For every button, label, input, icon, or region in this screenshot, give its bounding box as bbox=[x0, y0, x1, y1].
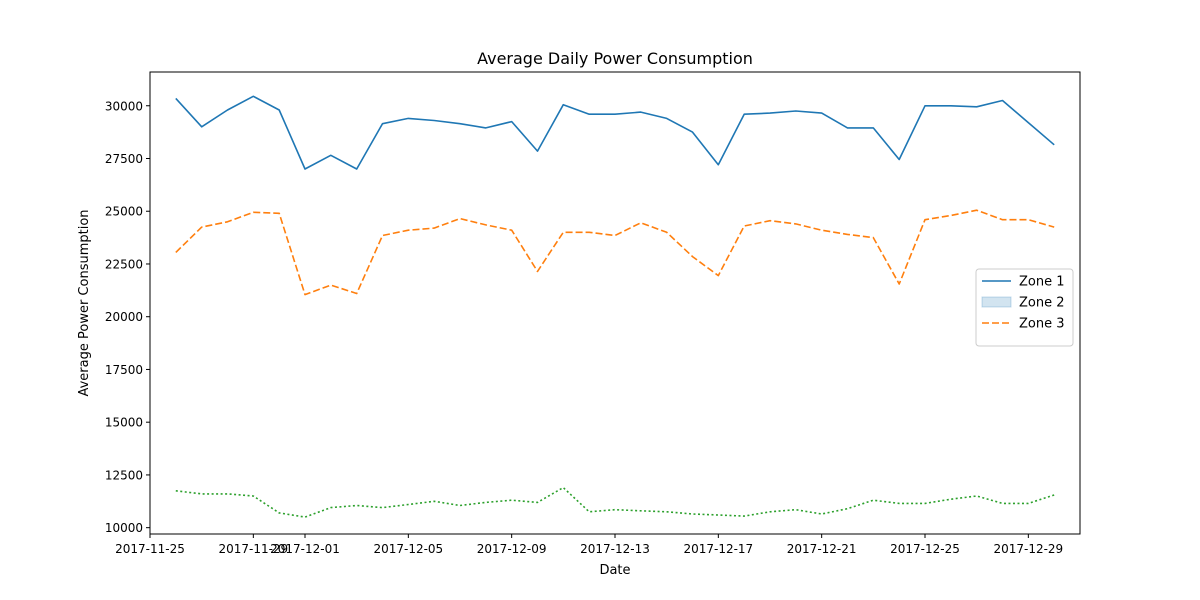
x-tick-label: 2017-11-29 bbox=[218, 542, 288, 556]
series-layer bbox=[175, 95, 1055, 518]
x-tick-label: 2017-12-29 bbox=[993, 542, 1063, 556]
y-tick-label: 12500 bbox=[105, 468, 143, 482]
y-tick-label: 22500 bbox=[105, 257, 143, 271]
y-tick-label: 17500 bbox=[105, 363, 143, 377]
x-tick-label: 2017-12-05 bbox=[373, 542, 443, 556]
legend-label-3: Zone 3 bbox=[1019, 317, 1065, 332]
legend: Zone 1 Zone 2 Zone 3 bbox=[975, 268, 1074, 347]
x-tick-label: 2017-12-13 bbox=[580, 542, 650, 556]
y-tick-label: 30000 bbox=[105, 99, 143, 113]
x-tick-label: 2017-12-01 bbox=[270, 542, 340, 556]
series-line-1 bbox=[175, 95, 1055, 170]
x-tick-label: 2017-12-09 bbox=[477, 542, 547, 556]
y-tick-label: 10000 bbox=[105, 521, 143, 535]
x-tick-label: 2017-12-17 bbox=[683, 542, 753, 556]
x-tick-label: 2017-11-25 bbox=[115, 542, 185, 556]
plot-frame bbox=[149, 71, 1081, 535]
y-tick-label: 15000 bbox=[105, 416, 143, 430]
legend-label-1: Zone 1 bbox=[1019, 275, 1065, 290]
x-tick-label: 2017-12-21 bbox=[787, 542, 857, 556]
y-tick-label: 25000 bbox=[105, 205, 143, 219]
chart-title: Average Daily Power Consumption bbox=[477, 49, 753, 68]
y-tick-label: 20000 bbox=[105, 310, 143, 324]
legend-swatch-2 bbox=[981, 296, 1012, 308]
y-axis-label: Average Power Consumption bbox=[77, 209, 92, 396]
x-axis-label: Date bbox=[599, 563, 630, 578]
legend-label-2: Zone 2 bbox=[1019, 296, 1065, 311]
legend-box bbox=[975, 268, 1074, 347]
x-tick-label: 2017-12-25 bbox=[890, 542, 960, 556]
series-line-2 bbox=[175, 486, 1055, 518]
y-axis: 10000 12500 15000 17500 20000 22500 25000 27500… bbox=[105, 99, 150, 535]
y-tick-label: 27500 bbox=[105, 152, 143, 166]
series-line-3 bbox=[175, 209, 1055, 296]
